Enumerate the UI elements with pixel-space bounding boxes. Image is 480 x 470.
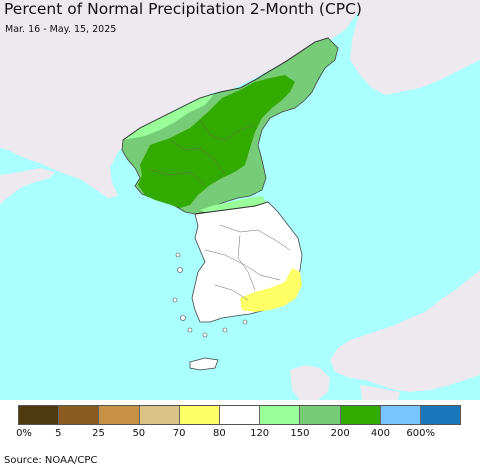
- legend-ticks: 0% 5 25 50 70 80 120 150 200 400 600%: [0, 428, 480, 442]
- dmz-light-green: [200, 196, 268, 214]
- legend-swatch-4: [179, 406, 220, 424]
- legend-swatch-6: [260, 406, 301, 424]
- legend-tick: 0%: [16, 428, 32, 439]
- nk-dark-green: [138, 75, 295, 208]
- source-credit: Source: NOAA/CPC: [4, 455, 98, 466]
- nk-light-green-west: [123, 93, 215, 140]
- national-borders: [122, 37, 329, 215]
- legend-tick: 150: [290, 428, 310, 439]
- sk-yellow-southeast: [240, 268, 302, 312]
- legend-swatch-0: [19, 406, 60, 424]
- china-west-coast: [0, 100, 50, 142]
- shandong-peninsula: [0, 168, 55, 205]
- legend-swatch-7: [300, 406, 341, 424]
- legend-tick: 80: [212, 428, 226, 439]
- legend-swatch-8: [340, 406, 381, 424]
- legend-swatch-2: [99, 406, 140, 424]
- map-subtitle: Mar. 16 - May. 15, 2025: [5, 24, 117, 35]
- legend-tick: 120: [250, 428, 270, 439]
- russia-east: [350, 10, 480, 95]
- nk-mid-green-east: [222, 168, 264, 196]
- legend-swatch-1: [59, 406, 100, 424]
- legend-tick: 400: [370, 428, 390, 439]
- color-legend: [18, 405, 461, 425]
- legend-tick: 25: [92, 428, 105, 439]
- mainland-china-russia: [0, 0, 480, 198]
- japan-shikoku: [360, 385, 400, 400]
- legend-tick: 5: [55, 428, 62, 439]
- japan-kyushu: [290, 365, 330, 400]
- legend-tick: 600%: [406, 428, 436, 439]
- legend-swatch-3: [139, 406, 180, 424]
- japan-honshu: [330, 270, 480, 392]
- province-borders: [149, 119, 291, 301]
- west-islands: [172, 252, 248, 338]
- map-title: Percent of Normal Precipitation 2-Month …: [4, 0, 362, 18]
- legend-tick: 50: [132, 428, 146, 439]
- jeju-island: [189, 357, 219, 371]
- legend-swatch-5: [219, 406, 261, 424]
- legend-swatch-9: [380, 406, 421, 424]
- legend-swatch-10: [420, 406, 461, 424]
- legend-tick: 200: [330, 428, 350, 439]
- legend-tick: 70: [172, 428, 186, 439]
